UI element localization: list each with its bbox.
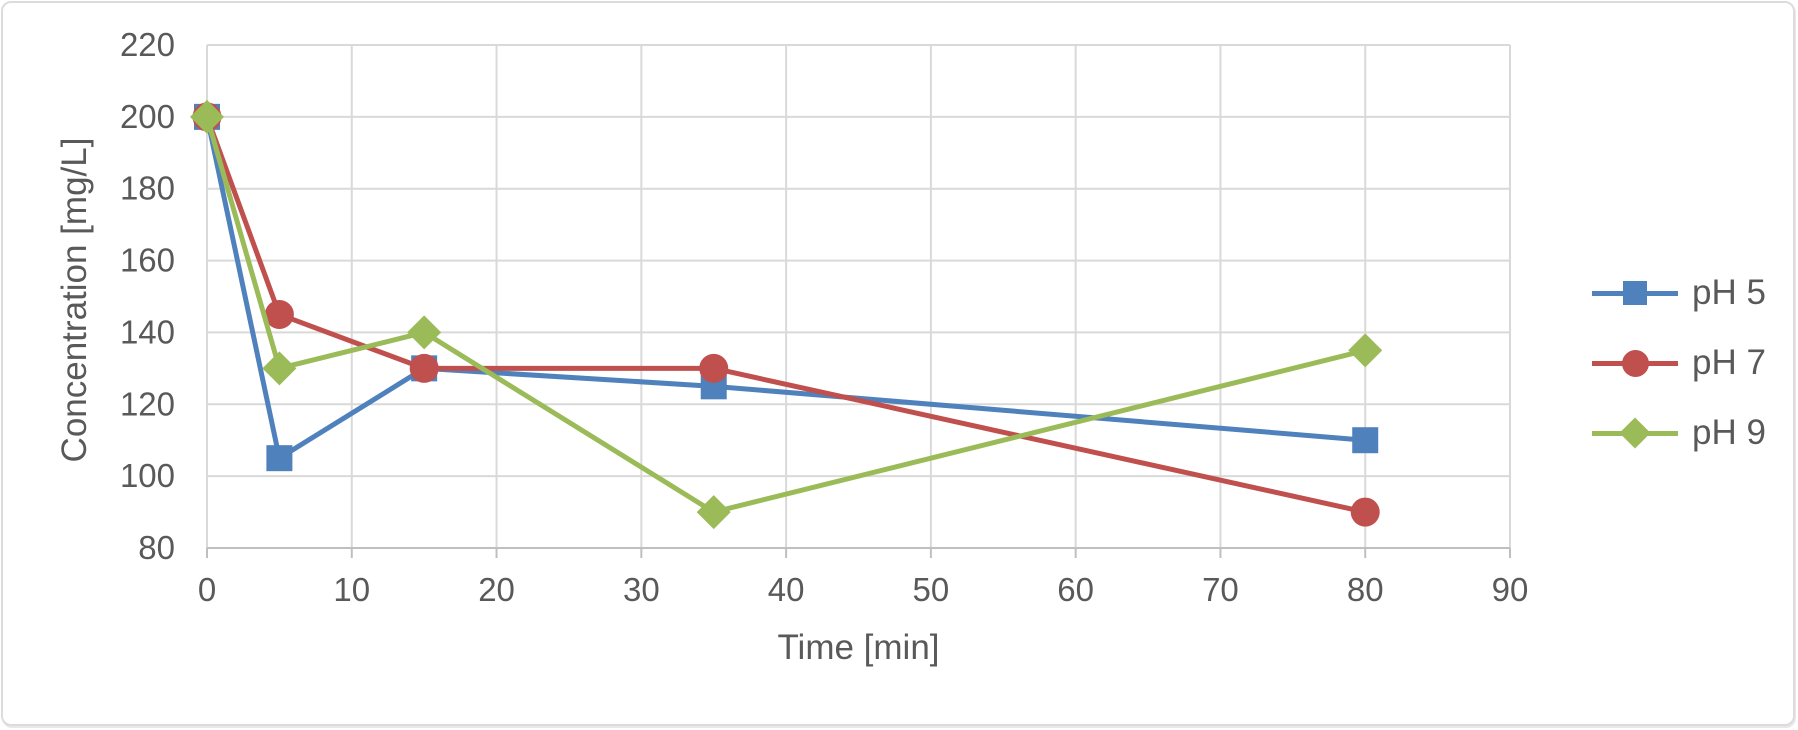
legend-circle-icon <box>1621 349 1649 377</box>
x-tick-label-60: 60 <box>1057 571 1094 608</box>
x-tick-label-40: 40 <box>768 571 805 608</box>
y-tick-label-100: 100 <box>120 457 175 494</box>
marker-ph-7-x35 <box>699 353 729 383</box>
marker-ph-9-x5 <box>262 351 297 386</box>
legend-swatch-ph-5 <box>1592 276 1678 310</box>
legend-item-ph-7: pH 7 <box>1592 340 1766 386</box>
x-tick-label-30: 30 <box>623 571 660 608</box>
x-tick-label-90: 90 <box>1492 571 1529 608</box>
legend-item-ph-9: pH 9 <box>1592 410 1766 456</box>
x-tick-label-0: 0 <box>198 571 216 608</box>
x-tick-label-80: 80 <box>1347 571 1384 608</box>
y-tick-label-180: 180 <box>120 170 175 207</box>
marker-ph-9-x0 <box>190 99 224 134</box>
y-tick-label-220: 220 <box>120 26 175 63</box>
marker-ph-7-x80 <box>1350 497 1380 527</box>
x-tick-label-10: 10 <box>333 571 370 608</box>
y-tick-label-160: 160 <box>120 242 175 279</box>
y-tick-label-80: 80 <box>138 529 175 566</box>
x-tick-label-70: 70 <box>1202 571 1239 608</box>
legend-swatch-ph-7 <box>1592 346 1678 380</box>
legend-item-ph-5: pH 5 <box>1592 270 1766 316</box>
y-axis-title: Concentration [mg/L] <box>55 137 94 463</box>
y-tick-label-200: 200 <box>120 98 175 135</box>
marker-ph-5-x5 <box>266 445 293 472</box>
x-tick-label-20: 20 <box>478 571 515 608</box>
legend-label-ph-9: pH 9 <box>1692 413 1766 452</box>
legend-diamond-icon <box>1619 417 1651 449</box>
legend-label-ph-7: pH 7 <box>1692 343 1766 382</box>
legend: pH 5 pH 7 pH 9 <box>1592 270 1766 456</box>
marker-ph-5-x80 <box>1352 427 1379 454</box>
legend-label-ph-5: pH 5 <box>1692 273 1766 312</box>
legend-swatch-ph-9 <box>1592 416 1678 450</box>
marker-ph-7-x5 <box>264 299 294 329</box>
marker-ph-9-x80 <box>1348 333 1383 368</box>
legend-square-icon <box>1623 281 1647 305</box>
y-tick-label-140: 140 <box>120 313 175 350</box>
marker-ph-9-x35 <box>696 495 731 530</box>
x-tick-label-50: 50 <box>913 571 950 608</box>
x-axis-title: Time [min] <box>777 628 940 667</box>
marker-ph-7-x15 <box>409 353 439 383</box>
y-tick-label-120: 120 <box>120 385 175 422</box>
marker-ph-9-x15 <box>407 315 442 350</box>
